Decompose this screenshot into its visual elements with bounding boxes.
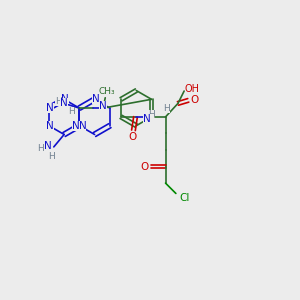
Text: H: H xyxy=(148,110,154,119)
Text: H: H xyxy=(68,107,74,116)
Text: N: N xyxy=(92,94,100,104)
Text: N: N xyxy=(79,121,86,131)
Text: Cl: Cl xyxy=(179,193,189,202)
Text: N: N xyxy=(61,94,69,104)
Text: O: O xyxy=(141,162,149,172)
Text: OH: OH xyxy=(185,84,200,94)
Text: H: H xyxy=(163,104,170,113)
Text: H: H xyxy=(48,152,55,161)
Text: N: N xyxy=(60,98,68,108)
Text: N: N xyxy=(44,141,52,151)
Text: O: O xyxy=(190,95,199,105)
Text: O: O xyxy=(128,132,136,142)
Text: N: N xyxy=(46,103,54,113)
Text: H: H xyxy=(55,98,62,106)
Text: CH₃: CH₃ xyxy=(99,87,116,96)
Text: N: N xyxy=(143,114,151,124)
Text: N: N xyxy=(99,101,107,111)
Text: H: H xyxy=(37,145,44,154)
Text: N: N xyxy=(46,121,54,131)
Text: N: N xyxy=(72,121,80,131)
